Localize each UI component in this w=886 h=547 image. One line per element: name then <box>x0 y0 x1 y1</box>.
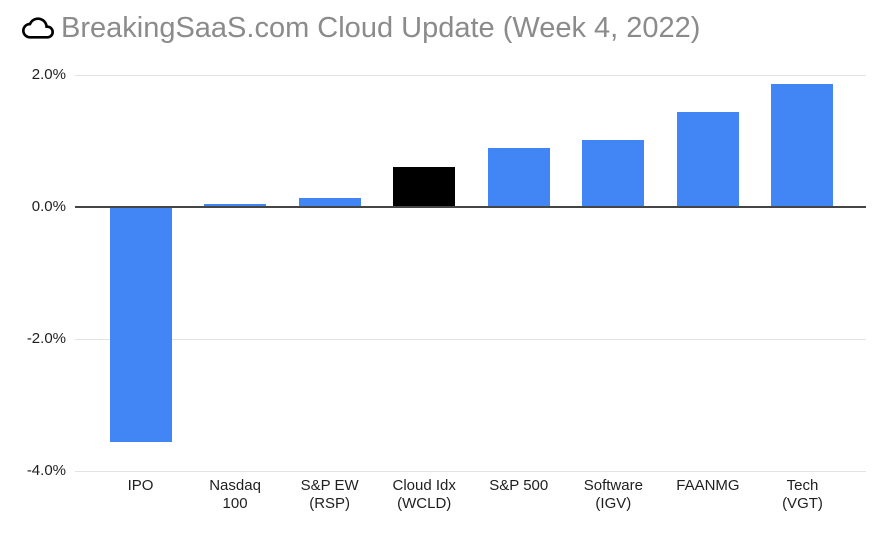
x-tick-label-cloud-idx-wcld: Cloud Idx (WCLD) <box>392 477 456 512</box>
bar-cloud-idx-wcld <box>393 166 456 207</box>
x-tick-label-software-igv: Software (IGV) <box>583 477 643 512</box>
y-tick-label-2-0: 2.0% <box>31 66 66 83</box>
y-tick-label-4-0: -4.0% <box>26 462 66 479</box>
chart-header: BreakingSaaS.com Cloud Update (Week 4, 2… <box>18 11 700 45</box>
x-tick-label-s-p-500: S&P 500 <box>489 477 549 494</box>
y-tick-label-2-0: -2.0% <box>26 330 66 347</box>
bar-nasdaq-100 <box>204 203 267 207</box>
bar-s-p-500 <box>487 147 550 207</box>
x-tick-label-nasdaq-100: Nasdaq 100 <box>209 477 261 512</box>
cloud-icon <box>18 11 58 45</box>
gridline <box>75 74 866 76</box>
plot-area <box>75 74 866 472</box>
bar-faanmg <box>676 111 739 207</box>
gridline <box>75 338 866 340</box>
chart-title: BreakingSaaS.com Cloud Update (Week 4, 2… <box>61 11 701 44</box>
zero-axis-line <box>75 206 866 208</box>
y-tick-label-0-0: 0.0% <box>31 198 66 215</box>
x-tick-label-ipo: IPO <box>127 477 154 494</box>
bar-ipo <box>109 207 172 442</box>
bar-tech-vgt <box>771 84 834 207</box>
x-tick-label-tech-vgt: Tech (VGT) <box>782 477 823 512</box>
bar-software-igv <box>582 140 645 207</box>
gridline <box>75 470 866 472</box>
x-tick-label-faanmg: FAANMG <box>676 477 740 494</box>
x-tick-label-s-p-ew-rsp: S&P EW (RSP) <box>300 477 359 512</box>
bar-s-p-ew-rsp <box>298 198 361 207</box>
